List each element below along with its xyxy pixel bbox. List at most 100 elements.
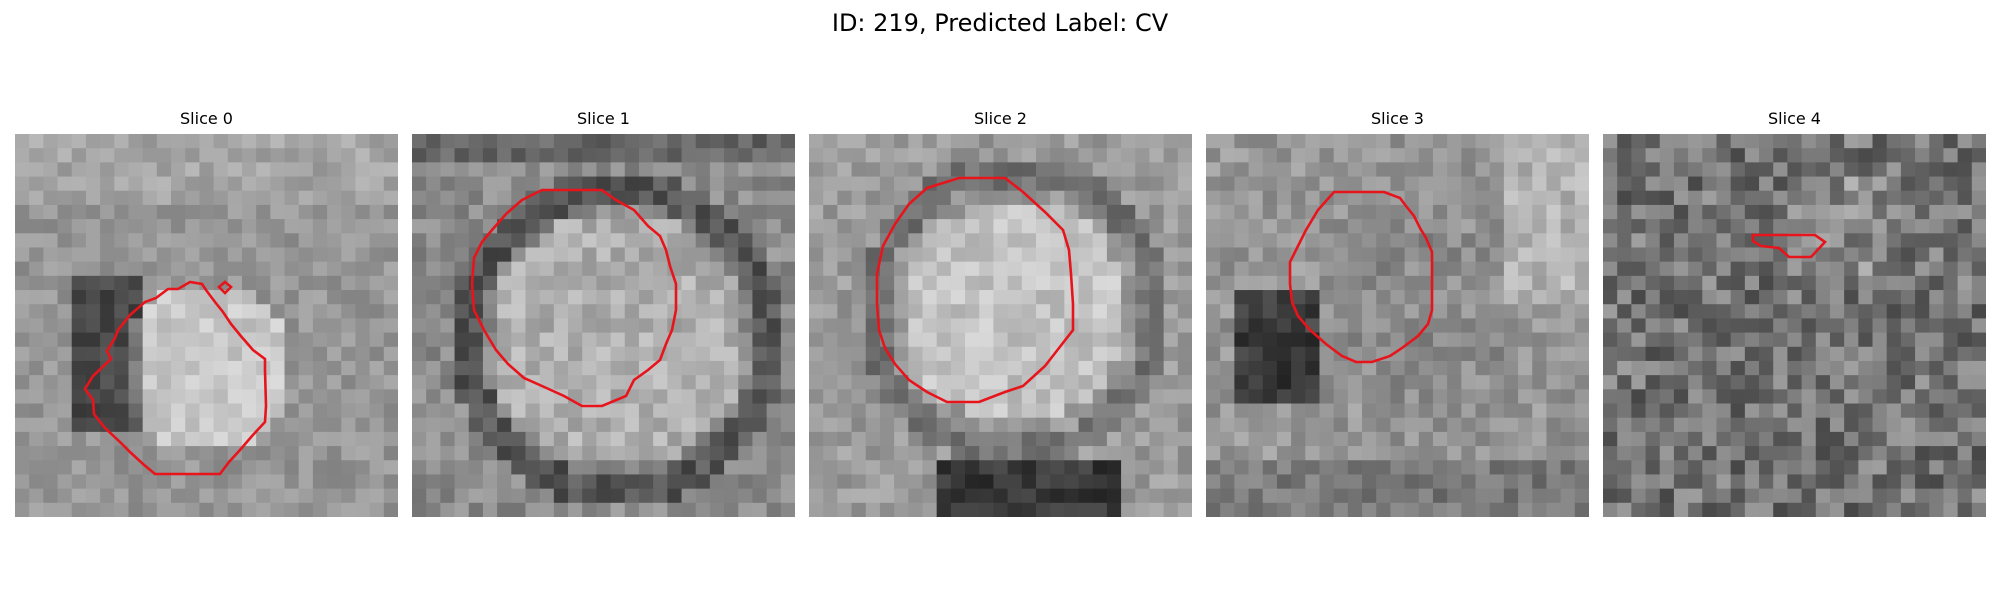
pixel bbox=[1886, 204, 1902, 220]
pixel bbox=[1673, 403, 1689, 419]
pixel bbox=[638, 446, 654, 461]
pixel bbox=[1801, 417, 1817, 433]
pixel bbox=[1603, 502, 1618, 517]
pixel bbox=[1347, 360, 1363, 376]
pixel bbox=[85, 261, 101, 277]
pixel bbox=[156, 474, 172, 490]
pixel bbox=[993, 261, 1009, 277]
pixel bbox=[1688, 233, 1703, 249]
pixel bbox=[1418, 446, 1434, 461]
pixel bbox=[1532, 460, 1548, 476]
pixel bbox=[879, 247, 895, 263]
pixel bbox=[780, 502, 795, 517]
pixel bbox=[1206, 275, 1221, 291]
pixel bbox=[1149, 375, 1165, 390]
pixel bbox=[199, 176, 215, 192]
pixel bbox=[1447, 488, 1462, 504]
pixel bbox=[993, 488, 1009, 504]
pixel bbox=[1744, 162, 1760, 178]
pixel bbox=[1305, 403, 1321, 419]
pixel bbox=[837, 261, 853, 277]
pixel bbox=[837, 375, 853, 390]
pixel bbox=[1390, 417, 1406, 433]
pixel bbox=[582, 474, 598, 490]
pixel bbox=[1688, 275, 1703, 291]
pixel bbox=[1702, 190, 1718, 206]
pixel bbox=[1886, 261, 1902, 277]
pixel bbox=[1206, 431, 1221, 447]
pixel bbox=[724, 290, 739, 305]
pixel bbox=[369, 176, 385, 192]
pixel bbox=[1078, 318, 1094, 334]
pixel bbox=[1872, 474, 1888, 490]
pixel bbox=[227, 460, 243, 476]
pixel bbox=[71, 360, 87, 376]
pixel bbox=[1248, 446, 1264, 461]
pixel bbox=[1631, 304, 1647, 320]
pixel bbox=[936, 360, 952, 376]
pixel bbox=[1574, 176, 1589, 192]
pixel bbox=[1121, 360, 1136, 376]
pixel bbox=[171, 261, 186, 277]
pixel bbox=[43, 488, 59, 504]
pixel bbox=[752, 148, 768, 163]
pixel bbox=[1872, 233, 1888, 249]
pixel bbox=[1276, 275, 1292, 291]
pixel bbox=[1688, 190, 1703, 206]
pixel bbox=[851, 502, 867, 517]
pixel bbox=[1404, 134, 1420, 149]
pixel bbox=[468, 502, 484, 517]
segmentation-contour-0 bbox=[83, 280, 268, 476]
pixel bbox=[1163, 204, 1179, 220]
pixel bbox=[1135, 332, 1151, 348]
pixel bbox=[525, 190, 541, 206]
pixel bbox=[1787, 460, 1803, 476]
pixel bbox=[724, 446, 739, 461]
pixel bbox=[1787, 176, 1803, 192]
pixel bbox=[1064, 502, 1080, 517]
pixel bbox=[128, 375, 144, 390]
pixel bbox=[653, 431, 668, 447]
pixel bbox=[15, 233, 30, 249]
pixel bbox=[979, 446, 995, 461]
pixel bbox=[1021, 360, 1037, 376]
pixel bbox=[1418, 275, 1434, 291]
pixel bbox=[171, 204, 186, 220]
pixel bbox=[879, 190, 895, 206]
pixel bbox=[426, 346, 441, 362]
pixel bbox=[1234, 375, 1250, 390]
pixel bbox=[1163, 247, 1179, 263]
pixel bbox=[1276, 162, 1292, 178]
pixel bbox=[936, 474, 952, 490]
pixel bbox=[511, 403, 527, 419]
pixel bbox=[128, 460, 144, 476]
pixel bbox=[950, 488, 966, 504]
pixel bbox=[71, 261, 87, 277]
pixel bbox=[1645, 148, 1661, 163]
pixel bbox=[1347, 275, 1363, 291]
pixel bbox=[908, 389, 924, 405]
pixel bbox=[1787, 346, 1803, 362]
pixel bbox=[1659, 134, 1675, 149]
pixel bbox=[1730, 431, 1746, 447]
pixel bbox=[1900, 346, 1916, 362]
pixel bbox=[468, 360, 484, 376]
pixel bbox=[85, 190, 101, 206]
pixel bbox=[100, 375, 115, 390]
pixel bbox=[1603, 233, 1618, 249]
pixel bbox=[539, 290, 555, 305]
pixel bbox=[1688, 318, 1703, 334]
pixel bbox=[922, 204, 938, 220]
pixel bbox=[15, 431, 30, 447]
pixel bbox=[241, 304, 257, 320]
pixel bbox=[1333, 190, 1349, 206]
pixel bbox=[709, 431, 725, 447]
pixel bbox=[171, 431, 186, 447]
pixel bbox=[1858, 247, 1874, 263]
slice-image-4 bbox=[1603, 134, 1986, 517]
pixel bbox=[1220, 446, 1235, 461]
pixel bbox=[809, 346, 824, 362]
pixel bbox=[993, 148, 1009, 163]
pixel bbox=[1929, 176, 1945, 192]
pixel bbox=[1773, 332, 1789, 348]
